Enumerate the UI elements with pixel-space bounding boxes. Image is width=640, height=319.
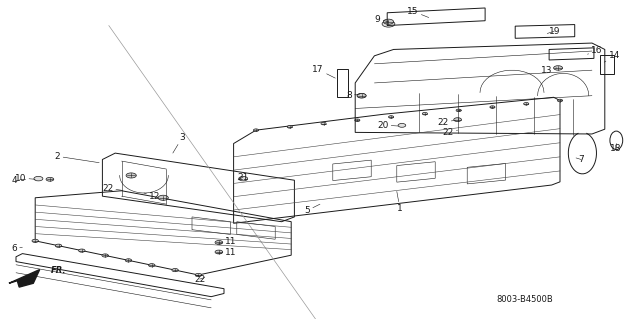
Circle shape (239, 176, 248, 181)
Circle shape (148, 263, 155, 267)
Circle shape (383, 19, 394, 24)
Circle shape (158, 195, 168, 200)
Circle shape (79, 249, 85, 252)
Text: 18: 18 (610, 144, 621, 153)
Text: 3: 3 (173, 133, 185, 153)
Text: 12: 12 (144, 192, 161, 201)
Circle shape (172, 269, 179, 272)
Text: 5: 5 (305, 204, 320, 215)
Text: 19: 19 (547, 27, 560, 36)
Circle shape (125, 259, 132, 262)
Circle shape (357, 93, 366, 98)
Text: 4: 4 (12, 176, 26, 185)
Circle shape (253, 129, 259, 131)
Circle shape (215, 250, 223, 254)
Circle shape (46, 177, 54, 181)
Circle shape (456, 109, 461, 112)
Text: 22: 22 (102, 184, 123, 193)
Circle shape (355, 119, 360, 122)
Circle shape (287, 126, 292, 128)
Circle shape (34, 176, 43, 181)
Text: 22: 22 (437, 118, 456, 127)
Polygon shape (9, 270, 40, 287)
Text: 11: 11 (218, 248, 236, 256)
Text: 6: 6 (12, 244, 22, 253)
Text: 15: 15 (407, 7, 429, 18)
Circle shape (321, 122, 326, 125)
Circle shape (215, 241, 223, 244)
Text: 11: 11 (218, 237, 236, 246)
Circle shape (422, 112, 428, 115)
Text: 9: 9 (375, 15, 388, 24)
Circle shape (55, 244, 61, 247)
Text: 2: 2 (55, 152, 99, 163)
Text: FR.: FR. (51, 266, 67, 275)
Text: 22: 22 (442, 128, 458, 137)
Text: 8003-B4500B: 8003-B4500B (497, 295, 553, 304)
Text: 1: 1 (397, 191, 403, 213)
Circle shape (32, 239, 38, 242)
Text: 8: 8 (346, 91, 360, 100)
Circle shape (195, 273, 202, 277)
Circle shape (524, 102, 529, 105)
Text: 7: 7 (576, 155, 584, 164)
Circle shape (454, 118, 461, 122)
Circle shape (382, 21, 395, 27)
Bar (337, 69, 348, 97)
Text: 22: 22 (194, 275, 205, 284)
Circle shape (490, 106, 495, 108)
Text: 13: 13 (541, 66, 557, 75)
Circle shape (126, 173, 136, 178)
Text: 21: 21 (237, 173, 249, 182)
Circle shape (388, 116, 394, 118)
Text: 14: 14 (604, 51, 620, 62)
Text: 16: 16 (588, 46, 603, 55)
Circle shape (102, 254, 108, 257)
Bar (600, 55, 614, 74)
Circle shape (398, 123, 406, 127)
Circle shape (357, 93, 366, 98)
Text: 20: 20 (377, 121, 398, 130)
Circle shape (554, 66, 563, 70)
Text: 17: 17 (312, 65, 335, 78)
Circle shape (557, 99, 563, 102)
Text: 10: 10 (15, 174, 35, 182)
